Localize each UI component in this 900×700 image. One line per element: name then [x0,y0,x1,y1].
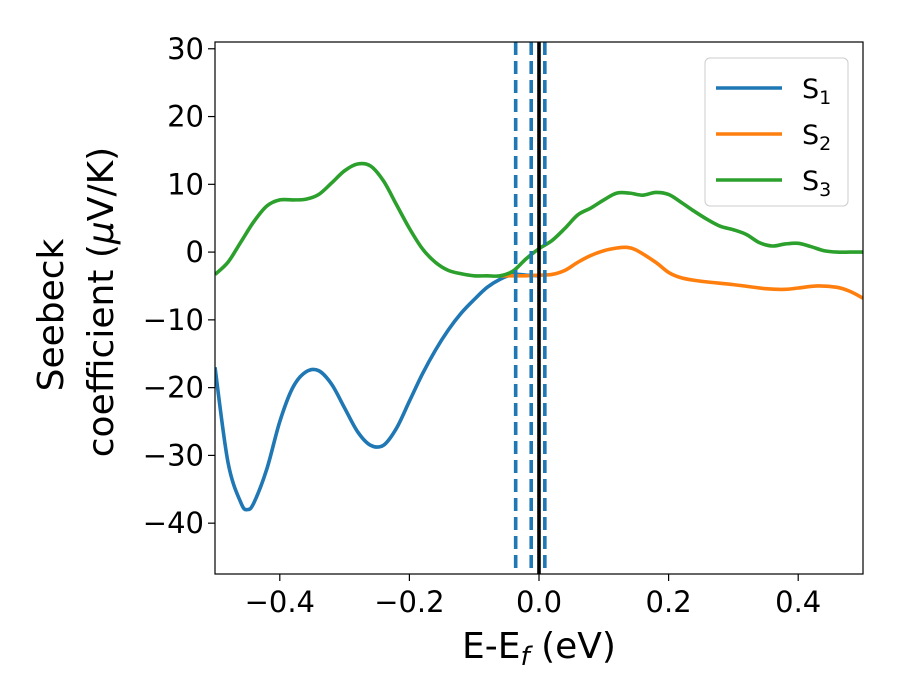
legend-label-s1: S1 [802,74,831,109]
legend-label-s3: S3 [802,166,831,201]
y-tick-label: 30 [167,32,204,66]
x-axis-label: E-Ef (eV) [462,626,616,672]
y-axis-label-line2: coefficient (μV/K) [81,147,122,457]
y-axis-label-line1: Seebeck [31,238,72,391]
series-line-s2 [500,245,863,300]
x-tick-label: 0.0 [516,585,562,619]
y-axis-label: Seebeck coefficient (μV/K) [31,147,122,457]
vline-layer [513,42,547,574]
x-axis-label-suffix: (eV) [530,626,616,667]
y-tick-label: −10 [143,303,204,337]
legend-box [704,57,849,207]
legend-label-s2: S2 [802,120,831,155]
x-tick-label: −0.4 [245,585,315,619]
x-axis-label-main: E-E [462,626,520,667]
y-axis-label-line2-prefix: coefficient ( [81,244,122,457]
x-tick-label: −0.2 [374,585,444,619]
y-tick-label: −20 [143,371,204,405]
x-tick-label: 0.4 [775,585,821,619]
x-tick-label: 0.2 [646,585,692,619]
y-tick-label: 20 [167,100,204,134]
series-line-s1 [215,272,540,512]
y-axis-ticks: −40 −30 −20 −10 0 10 20 30 [143,32,215,540]
y-tick-label: −40 [143,506,204,540]
y-tick-label: 0 [186,235,204,269]
y-tick-label: 10 [167,167,204,201]
y-axis-label-mu: μ [81,221,122,245]
y-axis-label-line2-suffix: V/K) [81,147,122,221]
legend: S1 S2 S3 [704,57,849,207]
y-tick-label: −30 [143,438,204,472]
x-axis-ticks: −0.4 −0.2 0.0 0.2 0.4 [245,574,821,619]
